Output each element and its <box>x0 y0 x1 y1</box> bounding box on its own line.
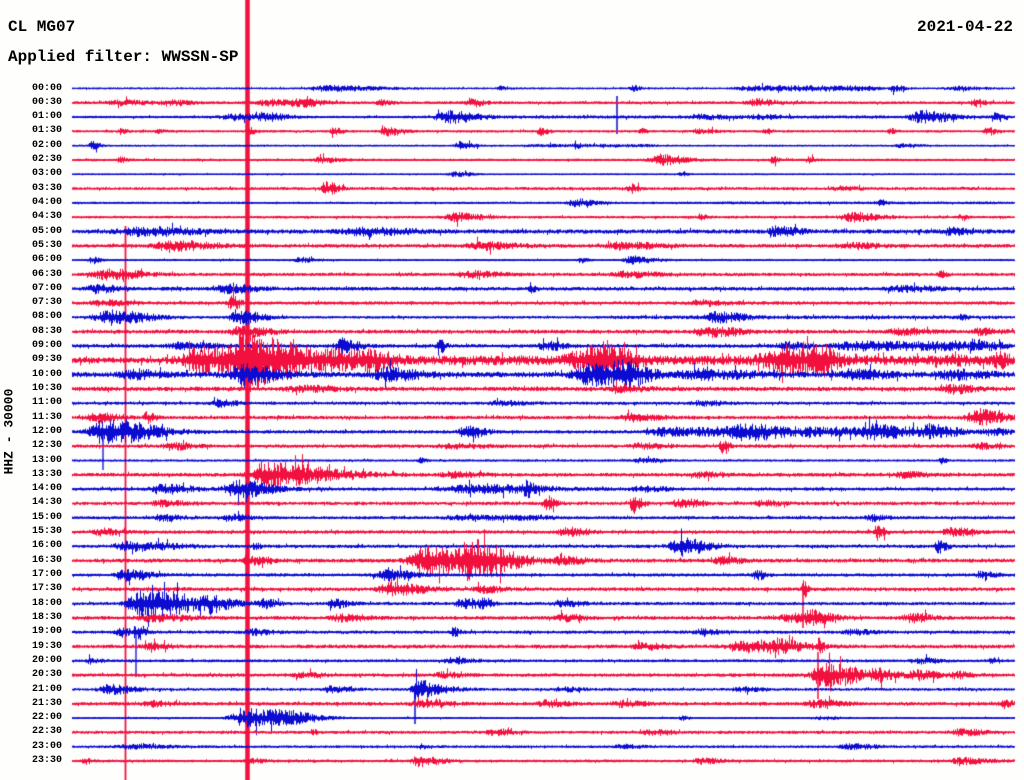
row-time-label: 12:00 <box>31 425 62 437</box>
row-time-label: 01:00 <box>31 111 62 123</box>
row-time-label: 12:30 <box>31 440 62 452</box>
row-time-label: 11:00 <box>31 397 62 409</box>
row-time-label: 17:00 <box>31 569 62 581</box>
row-time-label: 22:00 <box>31 712 62 724</box>
row-time-label: 21:30 <box>31 697 62 709</box>
row-time-label: 00:00 <box>31 82 62 94</box>
row-time-label: 10:00 <box>31 368 62 380</box>
row-time-label: 09:00 <box>31 340 62 352</box>
row-time-label: 16:30 <box>31 554 62 566</box>
row-time-label: 08:30 <box>31 325 62 337</box>
row-time-label: 21:00 <box>31 683 62 695</box>
row-time-label: 13:30 <box>31 468 62 480</box>
row-time-label: 17:30 <box>31 583 62 595</box>
row-time-label: 04:30 <box>31 211 62 223</box>
row-time-label: 02:00 <box>31 139 62 151</box>
row-time-label: 07:30 <box>31 297 62 309</box>
row-time-label: 04:00 <box>31 196 62 208</box>
station-code: CL MG07 <box>8 18 76 36</box>
row-time-label: 15:30 <box>31 526 62 538</box>
row-time-label: 08:00 <box>31 311 62 323</box>
row-time-label: 19:30 <box>31 640 62 652</box>
row-time-label: 23:30 <box>31 755 62 767</box>
row-time-label: 02:30 <box>31 154 62 166</box>
row-time-label: 14:30 <box>31 497 62 509</box>
row-time-label: 05:00 <box>31 225 62 237</box>
row-time-label: 06:30 <box>31 268 62 280</box>
row-time-label: 00:30 <box>31 96 62 108</box>
row-time-label: 01:30 <box>31 125 62 137</box>
row-time-label: 22:30 <box>31 726 62 738</box>
row-time-label: 10:30 <box>31 383 62 394</box>
row-time-label: 06:00 <box>31 254 62 266</box>
applied-filter-label: Applied filter: WWSSN-SP <box>8 48 239 66</box>
record-date: 2021-04-22 <box>916 18 1013 36</box>
row-time-label: 23:00 <box>31 740 62 752</box>
row-time-label: 03:30 <box>31 182 62 194</box>
row-time-label: 20:00 <box>31 654 62 666</box>
row-time-label: 16:00 <box>31 540 62 552</box>
row-time-label: 20:30 <box>31 669 62 681</box>
row-time-label: 13:00 <box>31 454 62 466</box>
row-time-label: 07:00 <box>31 282 62 294</box>
row-time-label: 19:00 <box>31 626 62 638</box>
row-time-label: 09:30 <box>31 354 62 366</box>
row-time-label: 11:30 <box>31 411 62 423</box>
row-time-label: 05:30 <box>31 239 62 251</box>
row-time-label: 15:00 <box>31 511 62 523</box>
row-time-label: 18:00 <box>31 597 62 609</box>
row-time-label: 14:00 <box>31 483 62 495</box>
row-time-label: 18:30 <box>31 611 62 623</box>
row-time-label: 03:00 <box>31 168 62 180</box>
